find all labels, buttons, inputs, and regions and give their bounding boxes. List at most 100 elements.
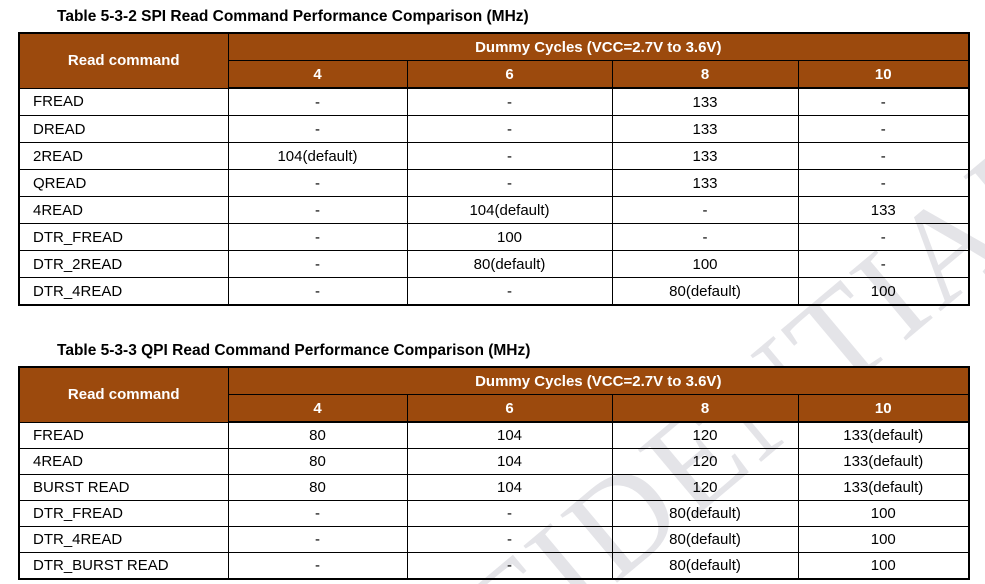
cell-value: 80(default) [611,277,799,306]
row-command: DREAD [18,115,229,143]
cell-value: - [406,552,613,580]
table-row: DTR_FREAD - 100 - - [18,223,970,251]
cell-value: 100 [797,552,970,580]
table-row: DTR_FREAD - - 80(default) 100 [18,500,970,527]
cell-value: - [227,223,408,251]
table-row: DTR_4READ - - 80(default) 100 [18,526,970,553]
cell-value: - [227,87,408,116]
table-row: QREAD - - 133 - [18,169,970,197]
header-group-row: Read command Dummy Cycles (VCC=2.7V to 3… [18,32,970,89]
cell-value: - [797,87,970,116]
cell-value: 120 [611,474,799,501]
cell-value: 100 [797,277,970,306]
qpi-performance-table: Read command Dummy Cycles (VCC=2.7V to 3… [18,366,971,580]
dummy-cycles-header: Dummy Cycles (VCC=2.7V to 3.6V) [227,32,970,61]
row-command: 4READ [18,448,229,475]
row-command: DTR_4READ [18,277,229,306]
cell-value: - [611,196,799,224]
cell-value: - [406,526,613,553]
table-row: 2READ 104(default) - 133 - [18,142,970,170]
cell-value: 133(default) [797,448,970,475]
read-command-header: Read command [18,366,229,423]
cell-value: - [406,115,613,143]
cell-value: - [797,223,970,251]
cell-value: - [797,115,970,143]
dummy-cycles-header: Dummy Cycles (VCC=2.7V to 3.6V) [227,366,970,395]
cell-value: 133 [797,196,970,224]
cell-value: 80 [227,474,408,501]
read-command-header: Read command [18,32,229,89]
cycle-col-header: 6 [406,394,613,423]
cell-value: 133(default) [797,421,970,449]
cell-value: 80 [227,421,408,449]
cycle-col-header: 4 [227,394,408,423]
cell-value: 80(default) [406,250,613,278]
header-cycles-row: 4 6 8 10 [19,60,970,89]
row-command: FREAD [18,87,229,116]
cell-value: 100 [406,223,613,251]
cell-value: 80 [227,448,408,475]
row-command: DTR_FREAD [18,500,229,527]
cell-value: 104(default) [406,196,613,224]
cycle-col-header: 8 [611,60,799,89]
row-command: DTR_2READ [18,250,229,278]
row-command: DTR_BURST READ [18,552,229,580]
cell-value: - [406,277,613,306]
cell-value: - [227,169,408,197]
cell-value: 133 [611,115,799,143]
cell-value: - [227,277,408,306]
cell-value: 133(default) [797,474,970,501]
cell-value: - [227,500,408,527]
cell-value: 80(default) [611,552,799,580]
cell-value: - [797,142,970,170]
cell-value: 104 [406,448,613,475]
cell-value: 104(default) [227,142,408,170]
row-command: QREAD [18,169,229,197]
cycle-col-header: 4 [227,60,408,89]
cell-value: - [227,250,408,278]
row-command: 4READ [18,196,229,224]
cycle-col-header: 10 [797,394,970,423]
table-row: DREAD - - 133 - [18,115,970,143]
row-command: FREAD [18,421,229,449]
row-command: 2READ [18,142,229,170]
cell-value: - [406,142,613,170]
header-cycles-row: 4 6 8 10 [19,394,970,423]
table-row: DTR_4READ - - 80(default) 100 [18,277,970,306]
spi-performance-table: Read command Dummy Cycles (VCC=2.7V to 3… [18,32,971,306]
cell-value: 133 [611,87,799,116]
qpi-table-header: Read command Dummy Cycles (VCC=2.7V to 3… [18,366,970,423]
cell-value: - [406,87,613,116]
table-row: FREAD - - 133 - [18,87,970,116]
cell-value: - [406,500,613,527]
cell-value: 104 [406,421,613,449]
cell-value: 133 [611,169,799,197]
cell-value: 133 [611,142,799,170]
cycle-col-header: 6 [406,60,613,89]
table-row: 4READ - 104(default) - 133 [18,196,970,224]
cell-value: - [227,552,408,580]
cell-value: 104 [406,474,613,501]
cell-value: 100 [797,526,970,553]
table-row: DTR_2READ - 80(default) 100 - [18,250,970,278]
cell-value: - [797,250,970,278]
table-row: DTR_BURST READ - - 80(default) 100 [18,552,970,580]
cell-value: 120 [611,448,799,475]
cell-value: - [227,196,408,224]
cell-value: 100 [797,500,970,527]
row-command: DTR_4READ [18,526,229,553]
cell-value: 100 [611,250,799,278]
row-command: DTR_FREAD [18,223,229,251]
table-title-spi: Table 5-3-2 SPI Read Command Performance… [57,8,529,25]
table-row: FREAD 80 104 120 133(default) [18,421,970,449]
cycle-col-header: 8 [611,394,799,423]
cell-value: 80(default) [611,500,799,527]
cell-value: 80(default) [611,526,799,553]
table-title-qpi: Table 5-3-3 QPI Read Command Performance… [57,342,531,359]
cycle-col-header: 10 [797,60,970,89]
spi-table-header: Read command Dummy Cycles (VCC=2.7V to 3… [18,32,970,89]
cell-value: - [797,169,970,197]
header-group-row: Read command Dummy Cycles (VCC=2.7V to 3… [18,366,970,423]
